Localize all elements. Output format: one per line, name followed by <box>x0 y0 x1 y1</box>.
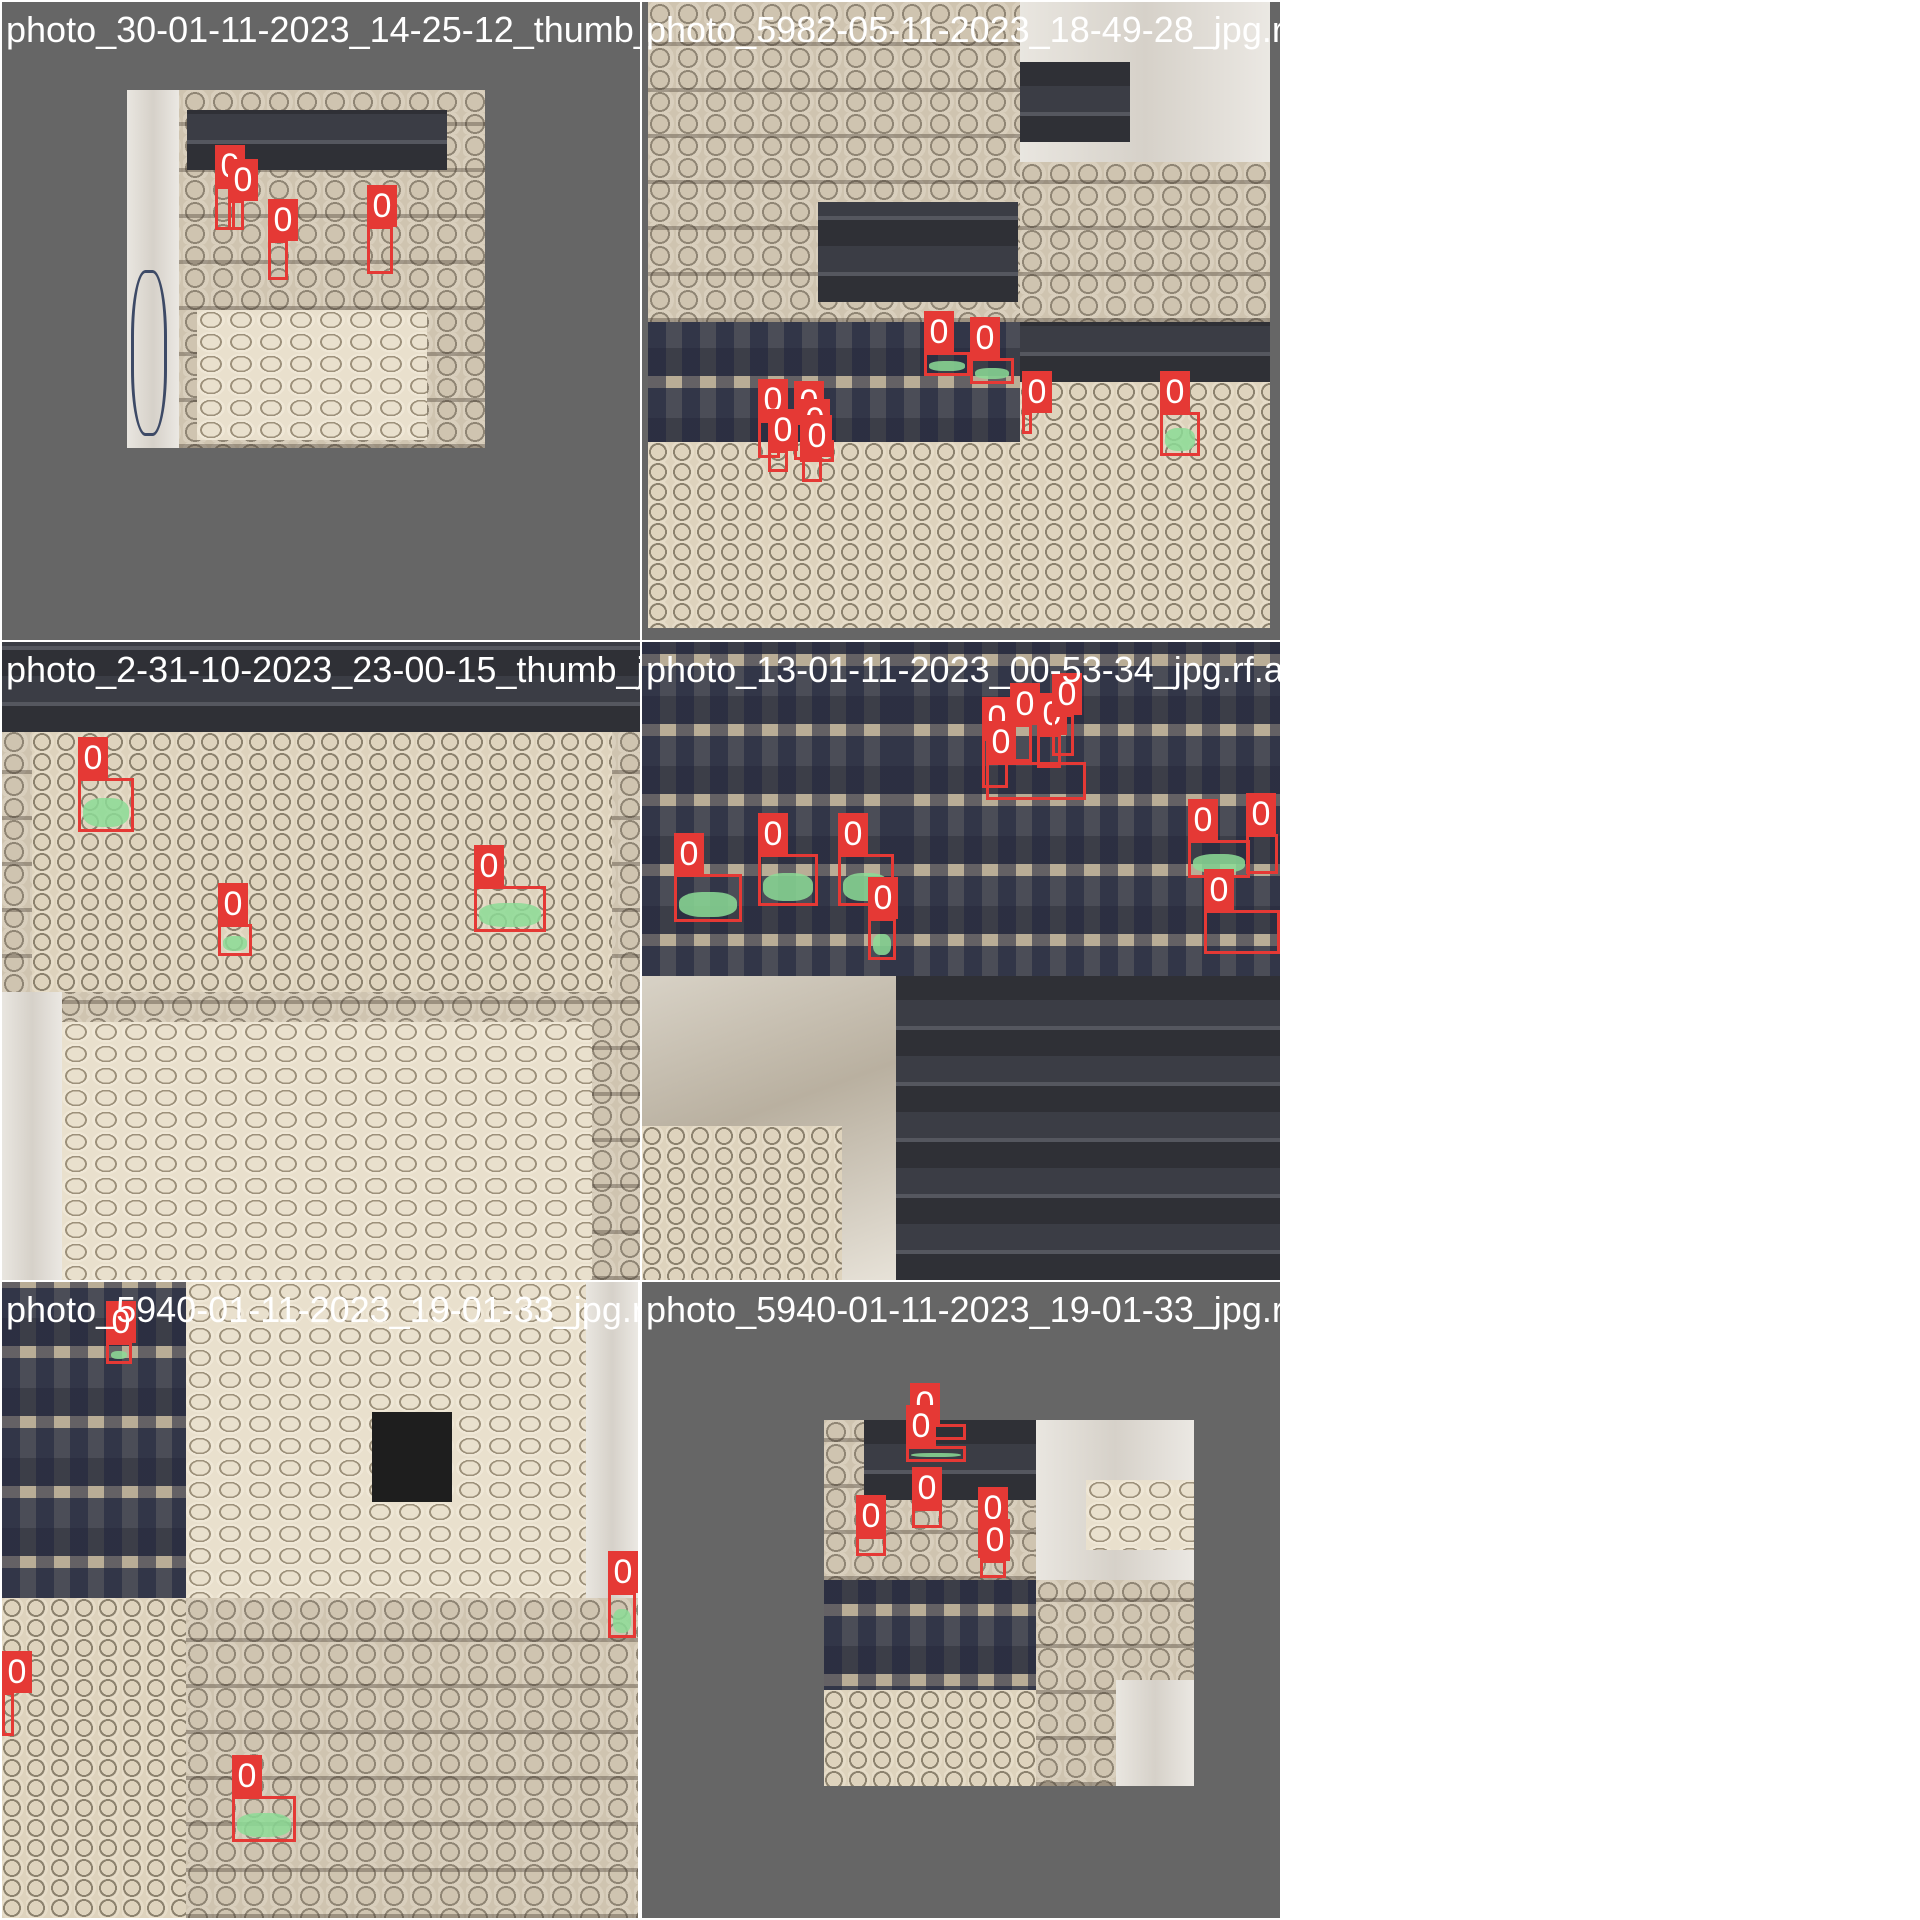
tile-4-photo-a <box>642 642 896 976</box>
class-label: 0 <box>838 813 868 855</box>
class-label: 0 <box>868 877 898 919</box>
tile-6-photo-c <box>824 1580 1036 1786</box>
mosaic-tile-4: 0 0 0 0 0 0 0 0 0 0 0 0 photo_13-01-11-2… <box>642 642 1280 1280</box>
mosaic-tile-6: 0 0 0 0 0 0 photo_5940-01-11-2023_19-01-… <box>642 1282 1280 1918</box>
class-label: 0 <box>1204 869 1234 911</box>
detection-box: 0 <box>106 1301 136 1364</box>
tile-3-photo <box>2 642 640 1280</box>
class-label: 0 <box>2 1651 32 1693</box>
tile-5-photo-b <box>186 1282 638 1598</box>
detection-box: 0 <box>986 721 1086 800</box>
class-label: 0 <box>802 415 832 457</box>
tile-1-filename: photo_30-01-11-2023_14-25-12_thumb_jpg.r <box>6 9 640 50</box>
tile-4-photo-c <box>642 976 896 1280</box>
class-label: 0 <box>980 1519 1010 1561</box>
tile-5-photo-a <box>2 1282 186 1598</box>
class-label: 0 <box>78 737 108 779</box>
class-label: 0 <box>228 159 258 201</box>
tile-2-photo-b <box>1020 2 1270 322</box>
detection-box: 0 <box>906 1405 966 1462</box>
detection-box: 0 <box>1246 793 1278 874</box>
class-label: 0 <box>906 1405 936 1447</box>
tile-5-photo-c <box>2 1598 186 1918</box>
class-label: 0 <box>856 1495 886 1537</box>
detection-box: 0 <box>802 415 832 482</box>
class-label: 0 <box>218 883 248 925</box>
class-label: 0 <box>924 311 954 353</box>
class-label: 0 <box>970 317 1000 359</box>
detection-box: 0 <box>1160 371 1200 456</box>
class-label: 0 <box>758 813 788 855</box>
detection-box: 0 <box>1010 683 1040 762</box>
tile-6-photo-b <box>1036 1420 1194 1580</box>
detection-box: 0 <box>232 1755 296 1842</box>
detection-box: 0 <box>1022 371 1052 434</box>
detection-box: 0 <box>924 311 970 376</box>
class-label: 0 <box>912 1467 942 1509</box>
detection-box: 0 <box>856 1495 886 1556</box>
detection-box: 0 <box>980 1519 1010 1578</box>
tile-5-filename: photo_5940-01-11-2023_19-01-33_jpg.rf.2a <box>6 1289 638 1330</box>
tile-2-photo-d <box>1020 322 1270 628</box>
tile-3-filename: photo_2-31-10-2023_23-00-15_thumb_jpg.r <box>6 649 640 690</box>
detection-box: 0 <box>78 737 134 832</box>
tile-4-filename: photo_13-01-11-2023_00-53-34_jpg.rf.adb6 <box>646 649 1280 690</box>
tile-2-photo-c <box>648 322 1020 628</box>
mosaic-tile-5: 0 0 0 0 photo_5940-01-11-2023_19-01-33_j… <box>2 1282 638 1918</box>
detection-box: 0 <box>758 813 818 906</box>
class-label: 0 <box>608 1551 638 1593</box>
class-label: 0 <box>268 199 298 241</box>
detection-box: 0 <box>474 845 546 932</box>
detection-box: 0 <box>268 199 298 280</box>
class-label: 0 <box>768 409 798 451</box>
tile-6-photo-d <box>1036 1580 1194 1786</box>
class-label: 0 <box>986 721 1016 763</box>
class-label: 0 <box>1052 673 1082 715</box>
class-label: 0 <box>1010 683 1040 725</box>
detection-box: 0 <box>1204 869 1280 954</box>
detection-box: 0 <box>1052 673 1082 756</box>
class-label: 0 <box>367 185 397 227</box>
tile-6-filename: photo_5940-01-11-2023_19-01-33_jpg.rf.2a <box>646 1289 1280 1330</box>
tile-1-photo <box>127 90 485 448</box>
class-label: 0 <box>474 845 504 887</box>
tile-4-photo-d <box>896 976 1280 1280</box>
detection-box: 0 <box>367 185 397 274</box>
class-label: 0 <box>674 833 704 875</box>
class-label: 0 <box>232 1755 262 1797</box>
mosaic-tile-3: 0 0 0 photo_2-31-10-2023_23-00-15_thumb_… <box>2 642 640 1280</box>
detection-box: 0 <box>970 317 1014 384</box>
detection-box: 0 <box>2 1651 32 1736</box>
detection-box: 0 <box>912 1467 942 1528</box>
tile-2-filename: photo_5982-05-11-2023_18-49-28_jpg.rf.5a <box>646 9 1280 50</box>
detection-box: 0 <box>608 1551 638 1638</box>
mosaic-tile-1: 0 0 0 0 photo_30-01-11-2023_14-25-12_thu… <box>2 2 640 640</box>
class-label: 0 <box>1160 371 1190 413</box>
detection-box: 0 <box>768 409 798 472</box>
detection-box: 0 <box>228 159 258 230</box>
tile-2-photo-a <box>648 2 1020 322</box>
class-label: 0 <box>1022 371 1052 413</box>
mosaic-tile-2: 0 0 0 0 0 0 0 0 0 photo_5982-05-11-2023_… <box>642 2 1280 640</box>
detection-box: 0 <box>218 883 252 956</box>
class-label: 0 <box>1246 793 1276 835</box>
detection-box: 0 <box>868 877 898 960</box>
class-label: 0 <box>106 1301 136 1343</box>
class-label: 0 <box>1188 799 1218 841</box>
detection-box: 0 <box>674 833 742 922</box>
